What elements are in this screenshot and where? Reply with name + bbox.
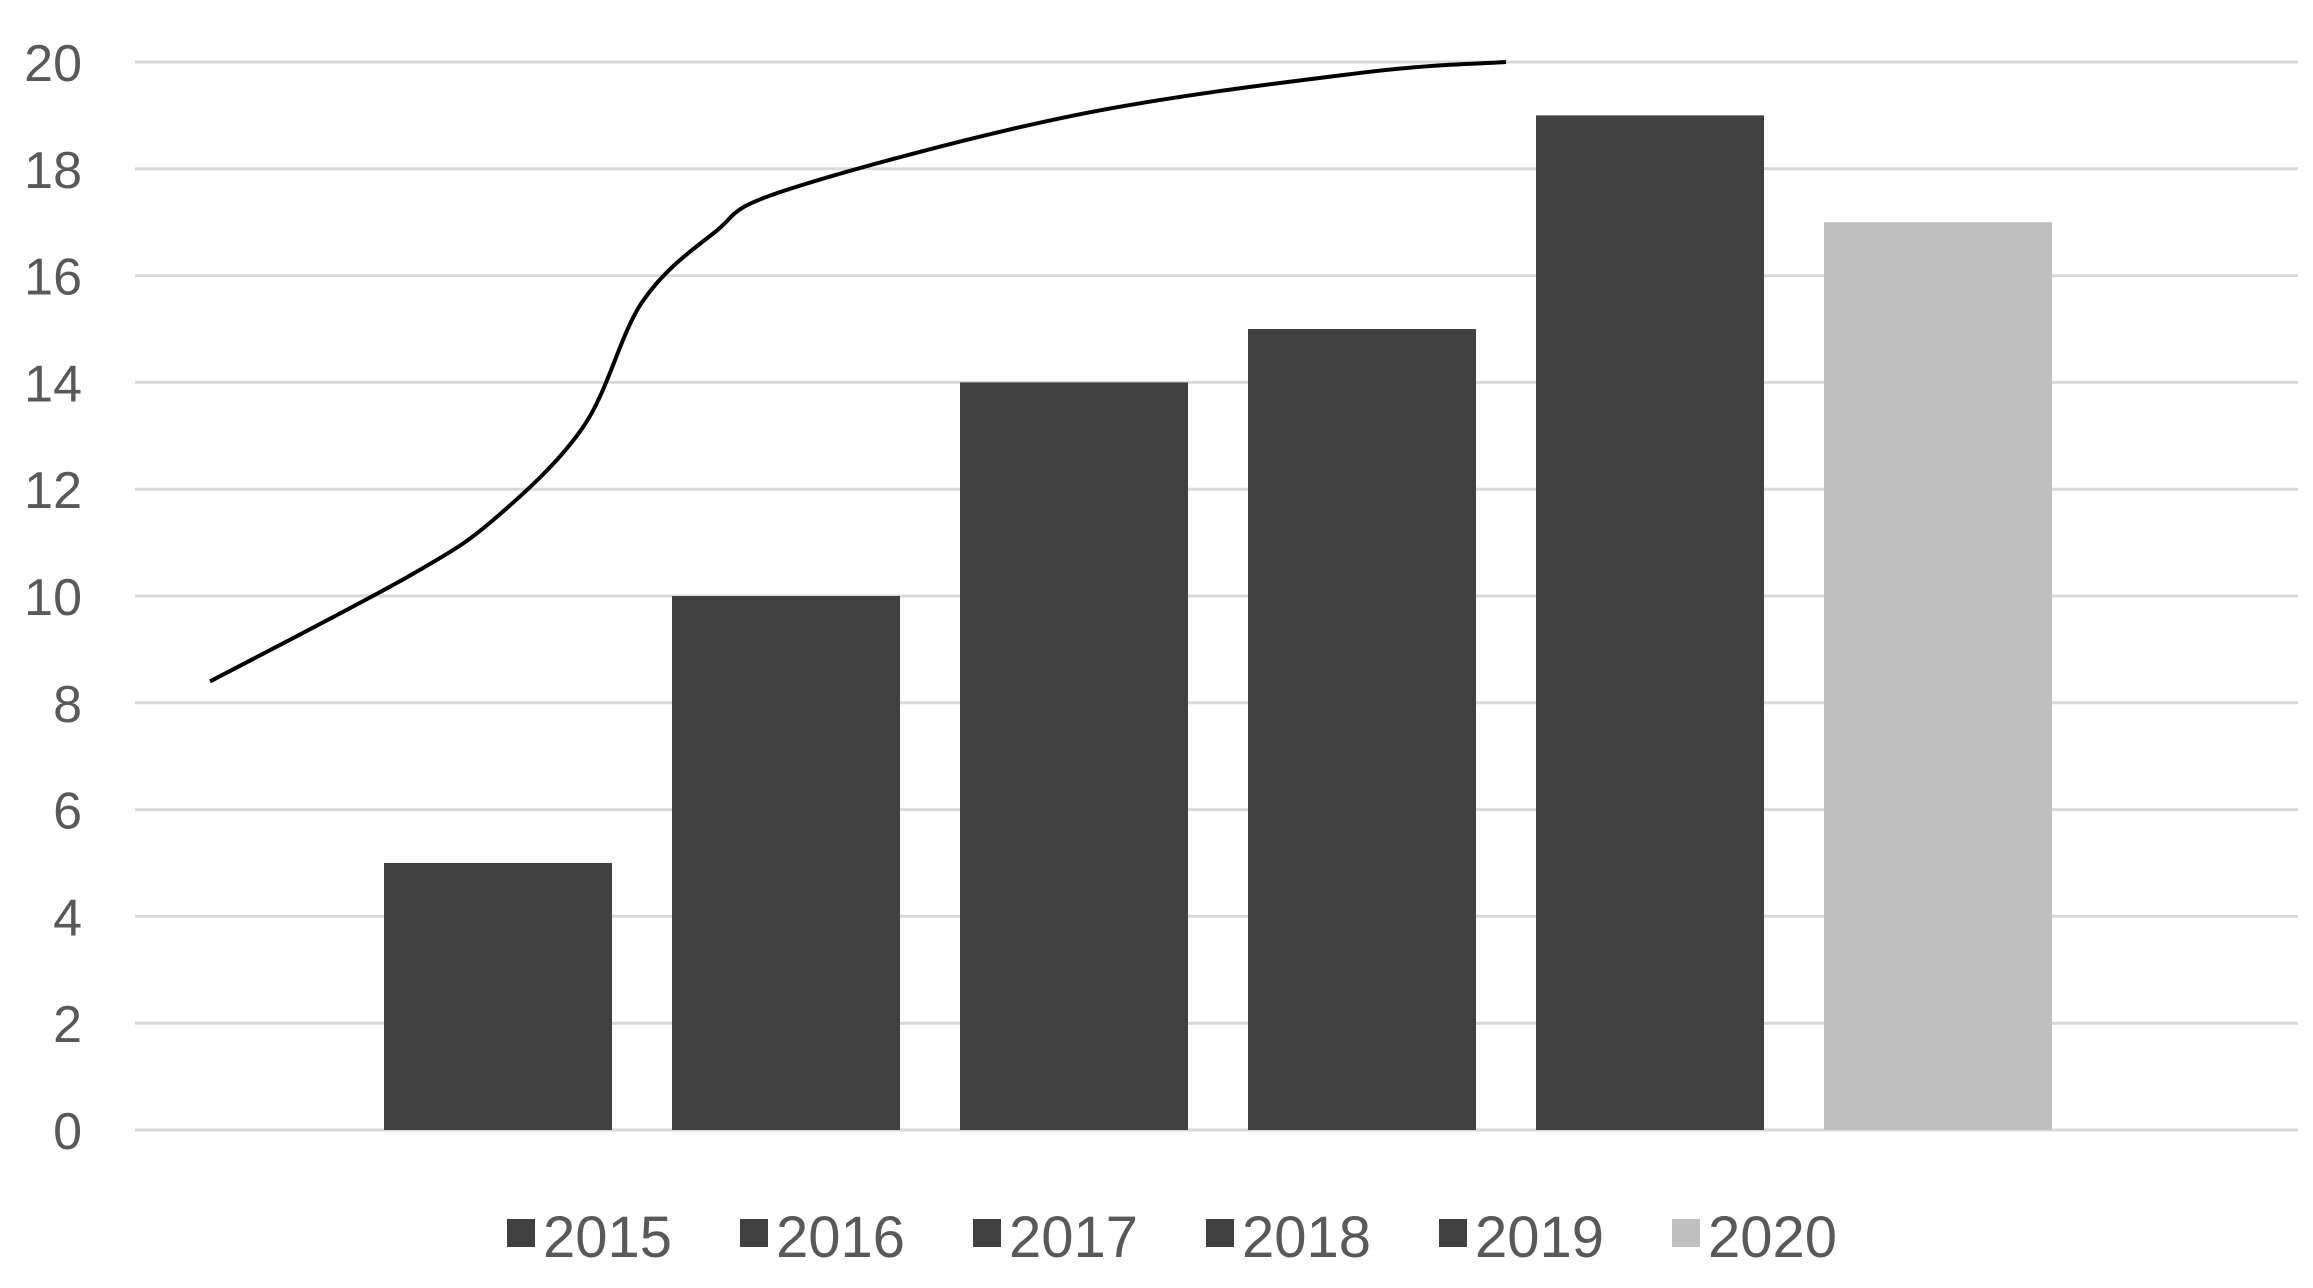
y-tick-label-20: 20 bbox=[24, 35, 82, 93]
legend-swatch-2015 bbox=[507, 1219, 535, 1247]
legend: 2015 2016 2017 2018 2019 2020 bbox=[507, 1205, 1837, 1270]
bar-2018 bbox=[1248, 329, 1476, 1130]
y-tick-label-8: 8 bbox=[53, 676, 82, 734]
y-axis-tick-labels: 0 2 4 6 8 10 12 14 16 18 20 bbox=[24, 35, 82, 1161]
y-tick-label-12: 12 bbox=[24, 462, 82, 520]
bar-2015 bbox=[384, 863, 612, 1130]
bar-2020 bbox=[1824, 222, 2052, 1130]
legend-label-2019: 2019 bbox=[1475, 1205, 1604, 1270]
y-tick-label-16: 16 bbox=[24, 249, 82, 307]
legend-label-2015: 2015 bbox=[543, 1205, 672, 1270]
legend-swatch-2019 bbox=[1439, 1219, 1467, 1247]
legend-swatch-2018 bbox=[1206, 1219, 1234, 1247]
y-tick-label-0: 0 bbox=[53, 1103, 82, 1161]
bar-2017 bbox=[960, 382, 1188, 1130]
y-tick-label-14: 14 bbox=[24, 355, 82, 413]
trend-line bbox=[209, 60, 1507, 684]
legend-label-2017: 2017 bbox=[1009, 1205, 1138, 1270]
legend-swatch-2016 bbox=[740, 1219, 768, 1247]
legend-swatch-2017 bbox=[973, 1219, 1001, 1247]
legend-label-2018: 2018 bbox=[1242, 1205, 1371, 1270]
legend-label-2016: 2016 bbox=[776, 1205, 905, 1270]
y-tick-label-18: 18 bbox=[24, 142, 82, 200]
bar-2019 bbox=[1536, 115, 1764, 1130]
legend-swatch-2020 bbox=[1672, 1219, 1700, 1247]
y-tick-label-6: 6 bbox=[53, 783, 82, 841]
y-tick-label-4: 4 bbox=[53, 889, 82, 947]
y-tick-label-2: 2 bbox=[53, 996, 82, 1054]
bar-2016 bbox=[672, 596, 900, 1130]
y-tick-label-10: 10 bbox=[24, 569, 82, 627]
legend-label-2020: 2020 bbox=[1708, 1205, 1837, 1270]
bars bbox=[384, 115, 2052, 1130]
trend-line-layer bbox=[209, 60, 1507, 684]
